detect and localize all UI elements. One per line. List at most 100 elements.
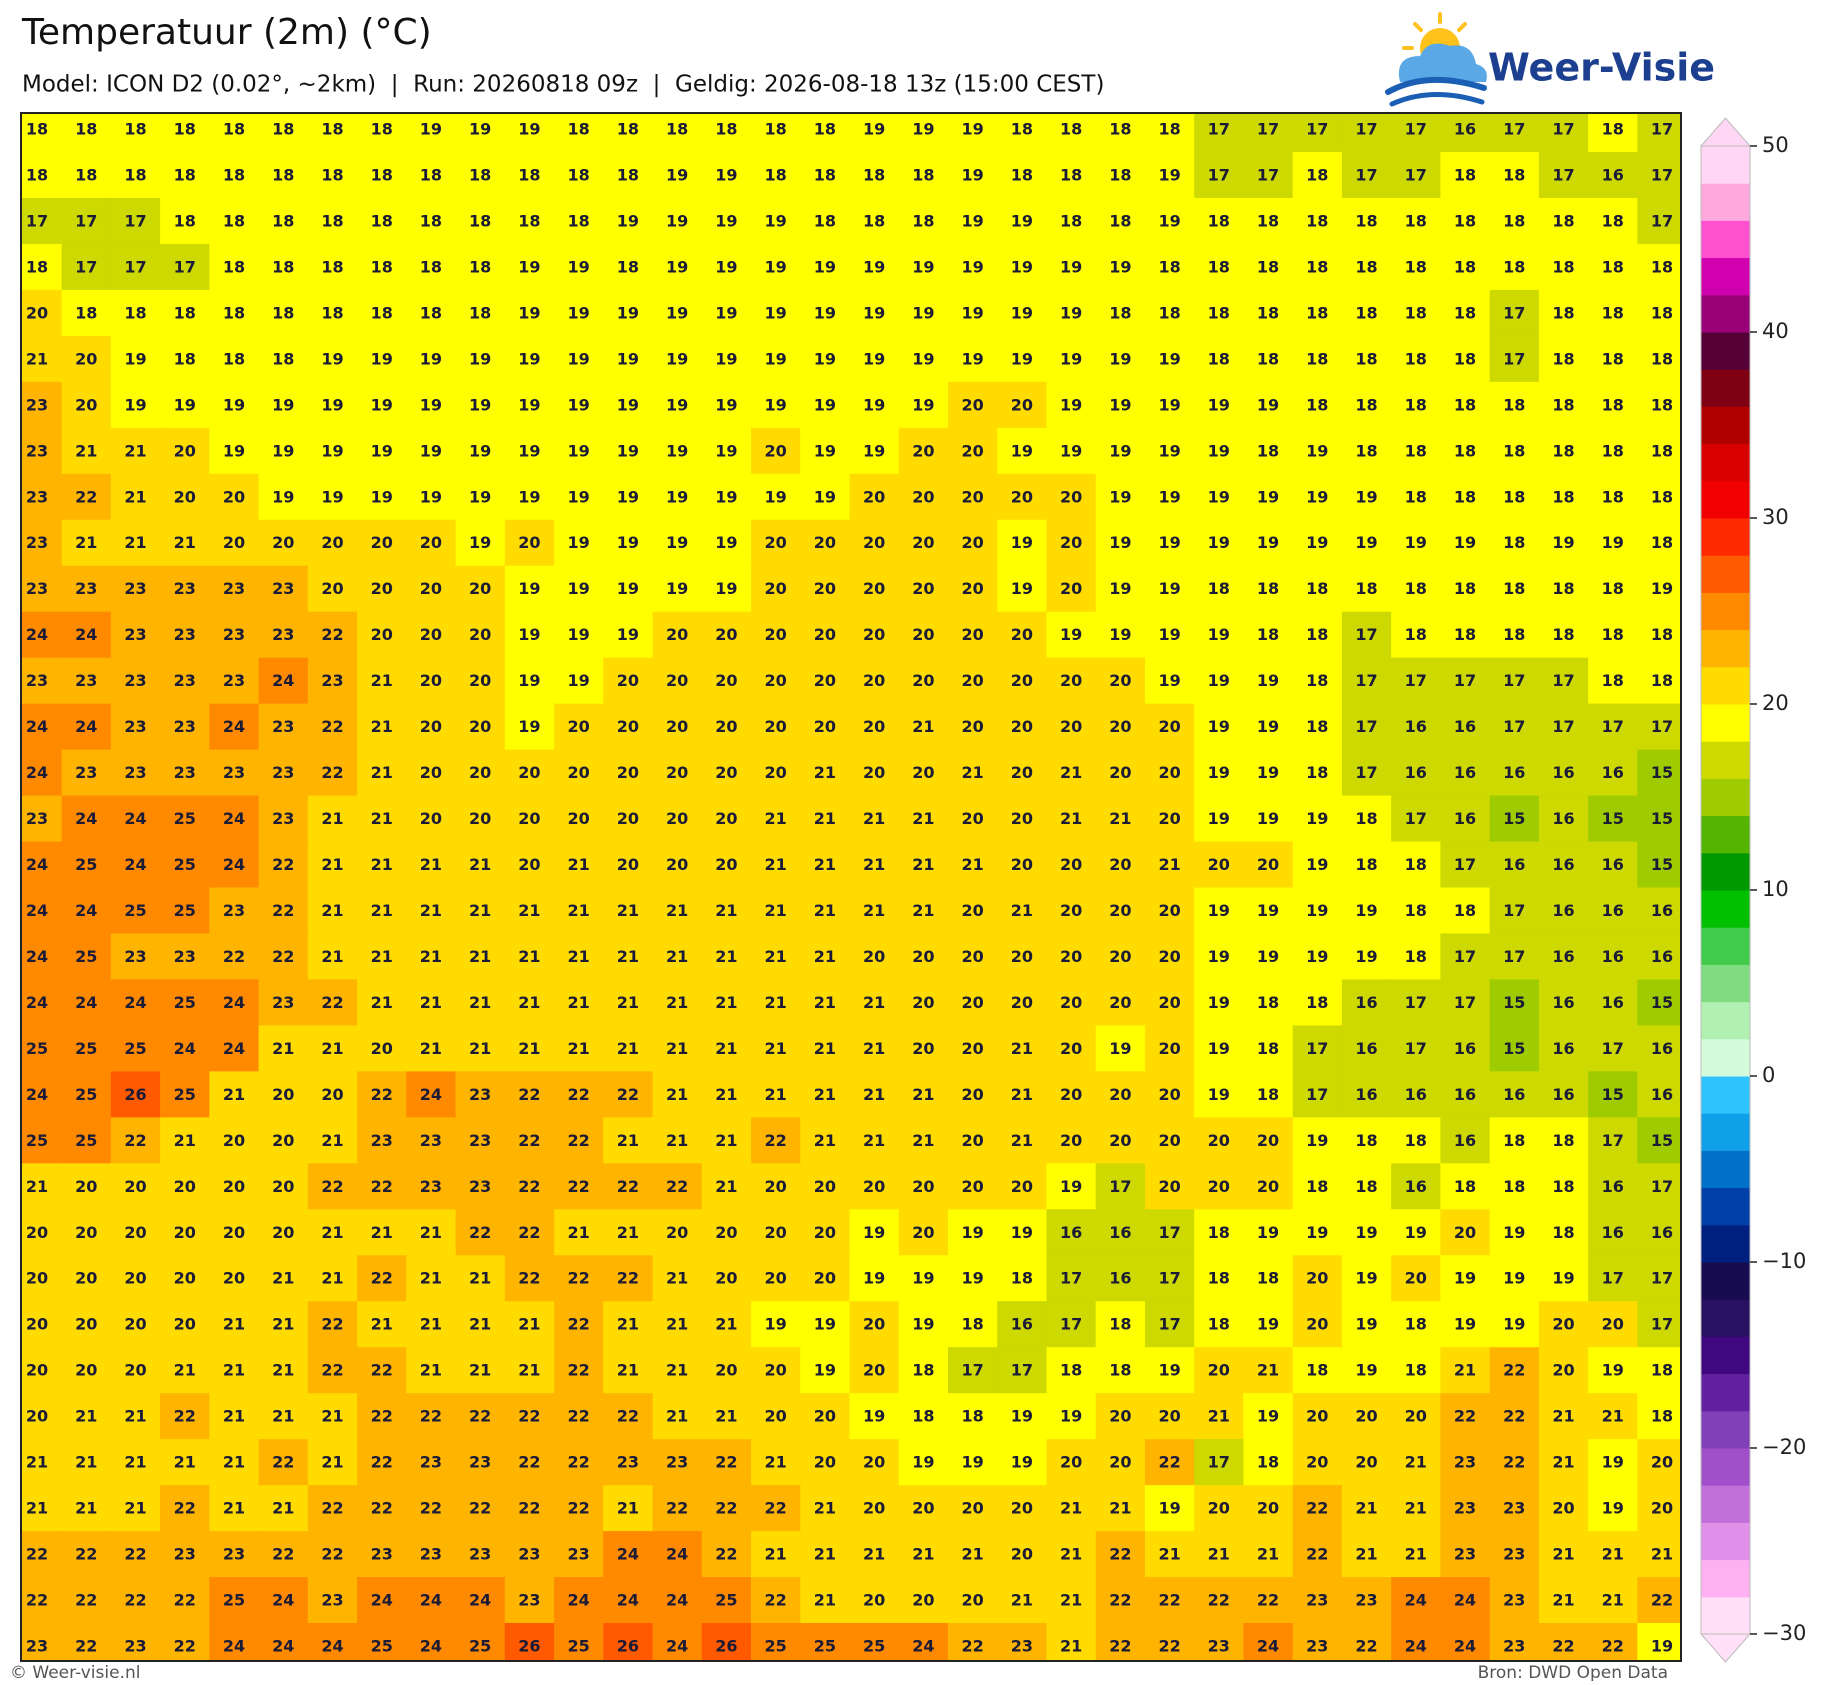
temperature-label: 18 [617,257,639,276]
temperature-label: 20 [1109,1453,1131,1472]
temperature-cell [1341,113,1392,153]
temperature-cell [504,795,555,843]
map-field [21,113,1681,1661]
temperature-label: 19 [715,579,737,598]
temperature-label: 19 [1060,441,1082,460]
colorbar-band [1701,1522,1750,1561]
temperature-cell [61,749,112,797]
temperature-label: 26 [715,1637,737,1656]
temperature-cell [701,611,752,659]
temperature-label: 21 [1158,855,1180,874]
temperature-label: 19 [961,120,983,139]
temperature-label: 20 [1208,855,1230,874]
temperature-label: 24 [666,1545,688,1564]
temperature-cell [751,427,801,475]
colorbar-band [1701,443,1750,482]
temperature-label: 21 [420,901,442,920]
temperature-label: 22 [1109,1637,1131,1656]
temperature-label: 19 [1011,579,1033,598]
temperature-cell [947,657,998,705]
temperature-label: 20 [666,671,688,690]
temperature-label: 22 [272,1545,294,1564]
temperature-label: 17 [1208,1453,1230,1472]
temperature-label: 17 [1306,1039,1328,1058]
temperature-label: 19 [1060,349,1082,368]
temperature-label: 19 [912,1453,934,1472]
temperature-cell [947,611,998,659]
temperature-label: 20 [75,1361,97,1380]
temperature-label: 19 [1208,487,1230,506]
temperature-label: 23 [26,487,48,506]
temperature-label: 18 [1552,395,1574,414]
temperature-label: 18 [1306,349,1328,368]
temperature-label: 19 [1208,717,1230,736]
temperature-label: 22 [272,855,294,874]
temperature-label: 21 [568,1223,590,1242]
temperature-cell [751,473,801,521]
temperature-cell [701,795,752,843]
temperature-cell [455,749,506,797]
temperature-label: 20 [765,1177,787,1196]
temperature-cell [209,565,260,613]
temperature-label: 18 [863,211,885,230]
temperature-label: 17 [1306,1085,1328,1104]
temperature-label: 21 [814,901,836,920]
temperature-label: 20 [1011,1177,1033,1196]
temperature-label: 18 [1208,579,1230,598]
temperature-cell [307,703,358,751]
temperature-label: 18 [1257,441,1279,460]
temperature-cell [947,381,998,429]
temperature-cell [603,197,654,245]
temperature-label: 18 [1306,1177,1328,1196]
temperature-cell [554,749,604,797]
temperature-cell [1489,749,1540,797]
temperature-cell [751,795,801,843]
temperature-cell [160,611,210,659]
temperature-label: 23 [223,671,245,690]
temperature-cell [1341,427,1392,475]
temperature-label: 18 [1454,349,1476,368]
temperature-label: 18 [666,120,688,139]
temperature-label: 20 [912,947,934,966]
temperature-label: 20 [1011,993,1033,1012]
temperature-label: 18 [1011,1269,1033,1288]
temperature-cell [21,565,63,613]
temperature-label: 21 [1060,1545,1082,1564]
temperature-label: 16 [1552,855,1574,874]
temperature-label: 18 [912,1407,934,1426]
temperature-label: 16 [1552,763,1574,782]
temperature-cell [1440,151,1491,199]
temperature-label: 24 [469,1591,491,1610]
temperature-cell [898,335,949,383]
temperature-label: 22 [666,1177,688,1196]
temperature-label: 23 [321,1591,343,1610]
temperature-label: 23 [272,717,294,736]
temperature-cell [1489,473,1540,521]
temperature-label: 20 [75,1223,97,1242]
temperature-cell [849,151,900,199]
temperature-cell [110,657,161,705]
temperature-label: 17 [1454,671,1476,690]
temperature-label: 21 [715,947,737,966]
temperature-cell [603,795,654,843]
temperature-label: 21 [617,901,639,920]
temperature-cell [307,657,358,705]
temperature-label: 18 [1602,671,1624,690]
temperature-cell [1637,381,1681,429]
temperature-label: 19 [518,303,540,322]
temperature-label: 23 [26,809,48,828]
temperature-label: 18 [1503,165,1525,184]
temperature-label: 19 [1651,1637,1673,1656]
temperature-cell [800,381,851,429]
temperature-cell [455,611,506,659]
temperature-cell [701,749,752,797]
temperature-label: 19 [518,579,540,598]
temperature-label: 25 [715,1591,737,1610]
temperature-label: 19 [1405,1223,1427,1242]
temperature-label: 16 [1651,1085,1673,1104]
temperature-label: 19 [814,487,836,506]
temperature-cell [21,611,63,659]
temperature-label: 15 [1651,1131,1673,1150]
temperature-label: 19 [912,120,934,139]
temperature-label: 21 [469,993,491,1012]
